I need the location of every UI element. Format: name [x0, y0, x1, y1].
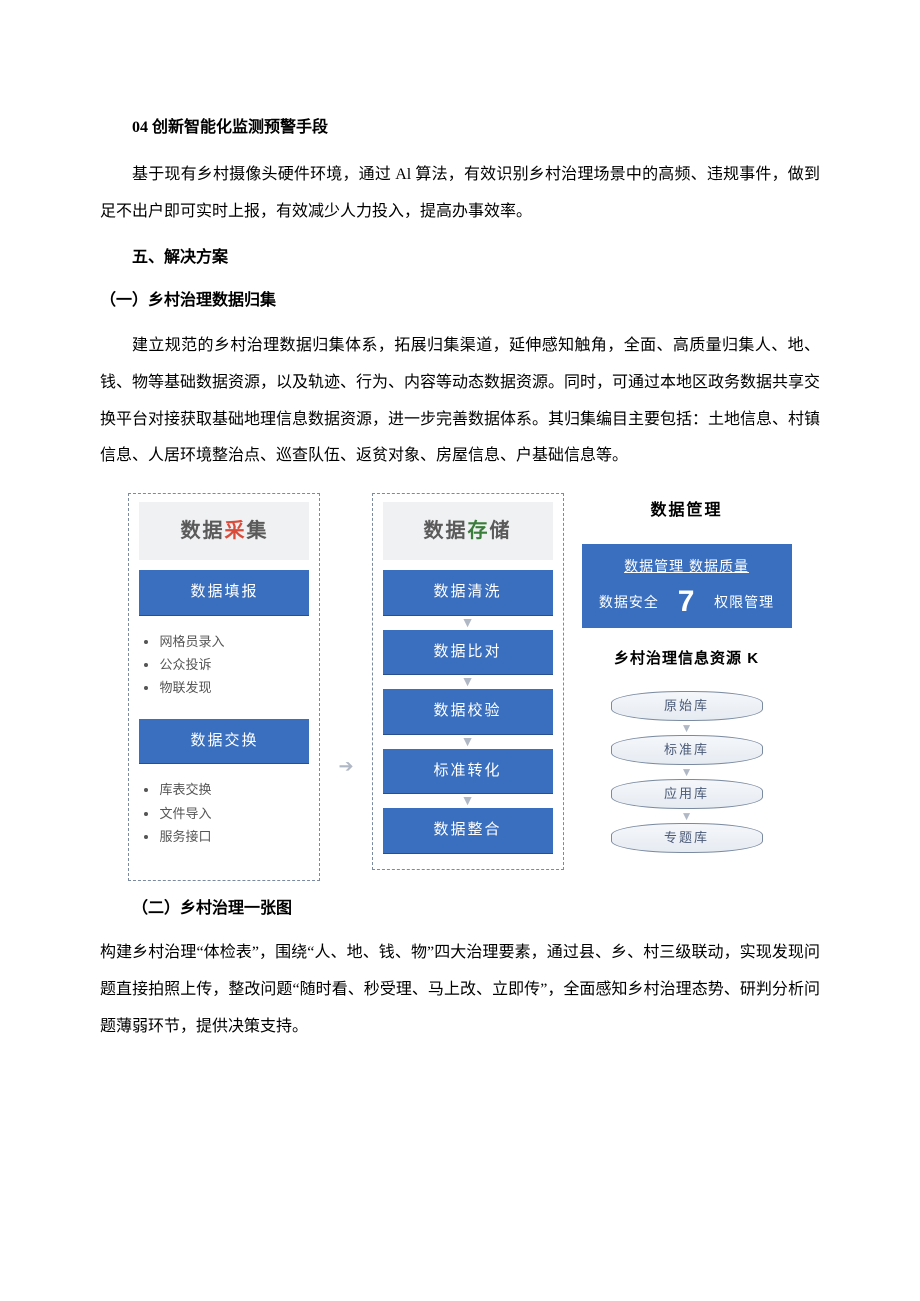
list-item: 公众投诉 [159, 653, 305, 676]
store-step: 数据整合 [383, 808, 553, 853]
store-step: 数据清洗 [383, 570, 553, 615]
down-arrow-icon: ▼ [383, 619, 553, 626]
down-arrow-icon: ▼ [681, 769, 693, 775]
section-5-1-title: （一）乡村治理数据归集 [100, 283, 820, 320]
db-cylinder: 标准库 [611, 735, 763, 765]
collect-group2-list: 库表交换 文件导入 服务接口 [139, 776, 309, 854]
down-arrow-icon: ▼ [383, 797, 553, 804]
section-04-title: 04 创新智能化监测预警手段 [100, 110, 820, 147]
db-cylinder: 应用库 [611, 779, 763, 809]
col-collect: 数据采集 数据填报 网格员录入 公众投诉 物联发现 数据交换 库表交换 文件导入… [128, 493, 320, 880]
collect-group2-header: 数据交换 [139, 719, 309, 764]
arrow-right-icon: ➔ [338, 493, 353, 880]
collect-group1-header: 数据填报 [139, 570, 309, 615]
section-5-title: 五、解决方案 [100, 240, 820, 277]
govern-box: 数据管理 数据质量 数据安全 7 权限管理 [582, 544, 792, 628]
db-cylinder: 专题库 [611, 823, 763, 853]
db-stack: 原始库 ▼ 标准库 ▼ 应用库 ▼ 专题库 [582, 691, 792, 853]
collect-group1-list: 网格员录入 公众投诉 物联发现 [139, 628, 309, 706]
store-step: 数据比对 [383, 630, 553, 675]
govern-row2: 数据安全 7 权限管理 [590, 586, 784, 618]
col-store-title: 数据存储 [383, 502, 553, 560]
col-store: 数据存储 数据清洗 ▼ 数据比对 ▼ 数据校验 ▼ 标准转化 ▼ 数据整合 [372, 493, 564, 880]
list-item: 服务接口 [159, 825, 305, 848]
govern-title: 数据笸理 [582, 493, 792, 530]
list-item: 文件导入 [159, 802, 305, 825]
list-item: 物联发现 [159, 676, 305, 699]
section-5-2-body: 构建乡村治理“体检表”，围绕“人、地、钱、物”四大治理要素，通过县、乡、村三级联… [100, 935, 820, 1045]
resource-title: 乡村治理信息资源 K [582, 642, 792, 677]
down-arrow-icon: ▼ [383, 738, 553, 745]
col-right: 数据笸理 数据管理 数据质量 数据安全 7 权限管理 乡村治理信息资源 K 原始… [582, 493, 792, 880]
data-flow-diagram: 数据采集 数据填报 网格员录入 公众投诉 物联发现 数据交换 库表交换 文件导入… [100, 493, 820, 880]
store-step: 标准转化 [383, 749, 553, 794]
list-item: 库表交换 [159, 778, 305, 801]
down-arrow-icon: ▼ [681, 813, 693, 819]
govern-row1: 数据管理 数据质量 [590, 550, 784, 582]
db-cylinder: 原始库 [611, 691, 763, 721]
down-arrow-icon: ▼ [681, 725, 693, 731]
col-collect-title: 数据采集 [139, 502, 309, 560]
section-5-2-title: （二）乡村治理一张图 [100, 891, 820, 928]
section-04-body: 基于现有乡村摄像头硬件环境，通过 Al 算法，有效识别乡村治理场景中的高频、违规… [100, 157, 820, 231]
list-item: 网格员录入 [159, 630, 305, 653]
store-step: 数据校验 [383, 689, 553, 734]
big-seven: 7 [678, 587, 696, 617]
section-5-1-body: 建立规范的乡村治理数据归集体系，拓展归集渠道，延伸感知触角，全面、高质量归集人、… [100, 328, 820, 475]
down-arrow-icon: ▼ [383, 678, 553, 685]
